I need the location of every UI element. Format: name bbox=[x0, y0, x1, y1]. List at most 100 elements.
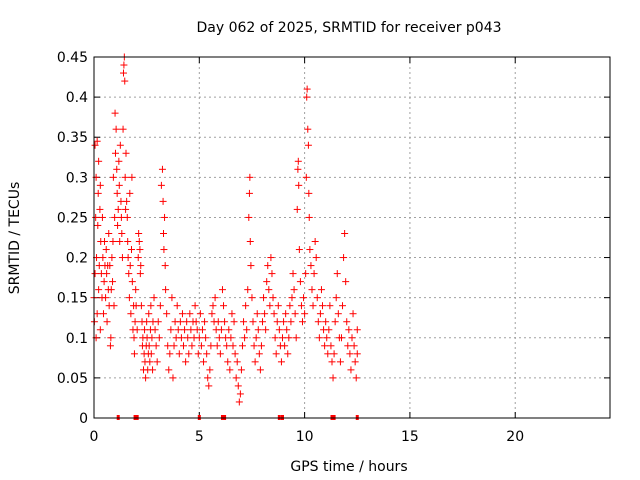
data-point bbox=[224, 358, 232, 366]
data-point bbox=[269, 294, 277, 302]
data-point bbox=[123, 213, 131, 221]
data-point bbox=[211, 294, 219, 302]
data-point bbox=[137, 302, 145, 310]
data-point bbox=[270, 310, 278, 318]
data-point bbox=[108, 254, 116, 262]
data-point bbox=[329, 374, 337, 382]
data-point bbox=[294, 157, 302, 165]
data-point bbox=[325, 326, 333, 334]
data-point bbox=[105, 229, 113, 237]
data-point bbox=[308, 286, 316, 294]
data-point bbox=[185, 350, 193, 358]
data-point bbox=[247, 262, 255, 270]
data-point bbox=[302, 173, 310, 181]
data-point bbox=[149, 366, 157, 374]
data-point bbox=[137, 262, 145, 270]
data-point bbox=[310, 270, 318, 278]
data-point bbox=[273, 318, 281, 326]
data-point bbox=[316, 310, 324, 318]
data-point bbox=[143, 318, 151, 326]
x-tick-label: 10 bbox=[296, 429, 314, 445]
data-point bbox=[336, 358, 344, 366]
data-point bbox=[346, 350, 354, 358]
data-point bbox=[275, 326, 283, 334]
data-point bbox=[110, 302, 118, 310]
x-tick-labels: 0 5 10 15 20 bbox=[90, 429, 525, 445]
data-point bbox=[102, 294, 110, 302]
data-point bbox=[296, 278, 304, 286]
data-point bbox=[136, 246, 144, 254]
data-point bbox=[201, 318, 209, 326]
data-point bbox=[266, 302, 274, 310]
data-point bbox=[352, 374, 360, 382]
data-point bbox=[111, 149, 119, 157]
data-point bbox=[209, 302, 217, 310]
data-point bbox=[94, 189, 102, 197]
data-point bbox=[207, 342, 215, 350]
data-point bbox=[339, 302, 347, 310]
data-point bbox=[119, 69, 127, 77]
data-point bbox=[175, 350, 183, 358]
data-point bbox=[154, 318, 162, 326]
data-point bbox=[98, 213, 106, 221]
data-point bbox=[112, 125, 120, 133]
data-point bbox=[353, 350, 361, 358]
data-point bbox=[121, 77, 129, 85]
data-point bbox=[344, 342, 352, 350]
data-point bbox=[135, 238, 143, 246]
data-point bbox=[107, 334, 115, 342]
y-tick-labels: 0 0.05 0.1 0.15 0.2 0.25 0.3 0.35 0.4 0.45 bbox=[57, 50, 88, 427]
y-tick-label: 0.4 bbox=[66, 90, 88, 106]
x-tick-label: 0 bbox=[90, 429, 99, 445]
data-point bbox=[304, 125, 312, 133]
data-point bbox=[307, 262, 315, 270]
data-point bbox=[206, 366, 214, 374]
data-point bbox=[327, 342, 335, 350]
data-point bbox=[115, 157, 123, 165]
data-point bbox=[304, 141, 312, 149]
data-point bbox=[216, 350, 224, 358]
data-point bbox=[271, 334, 279, 342]
data-point bbox=[178, 310, 186, 318]
y-tick-label: 0.3 bbox=[66, 170, 88, 186]
data-point bbox=[114, 221, 122, 229]
data-point bbox=[126, 262, 134, 270]
data-point bbox=[322, 318, 330, 326]
data-point bbox=[116, 141, 124, 149]
data-point bbox=[331, 318, 339, 326]
data-point bbox=[246, 173, 254, 181]
data-point bbox=[284, 350, 292, 358]
data-point bbox=[226, 366, 234, 374]
data-point bbox=[283, 326, 291, 334]
data-point bbox=[297, 302, 305, 310]
data-point bbox=[221, 318, 229, 326]
data-point bbox=[250, 342, 258, 350]
data-point bbox=[113, 189, 121, 197]
data-point bbox=[262, 326, 270, 334]
data-point bbox=[100, 278, 108, 286]
data-point bbox=[119, 125, 127, 133]
data-point bbox=[231, 350, 239, 358]
data-point bbox=[146, 358, 154, 366]
data-point bbox=[246, 238, 254, 246]
data-point bbox=[342, 278, 350, 286]
data-point bbox=[101, 238, 109, 246]
data-point bbox=[319, 302, 327, 310]
data-point bbox=[282, 310, 290, 318]
data-point bbox=[156, 302, 164, 310]
data-point bbox=[91, 270, 99, 278]
y-tick-label: 0.2 bbox=[66, 251, 88, 267]
data-point bbox=[326, 302, 334, 310]
data-point bbox=[347, 366, 355, 374]
data-point bbox=[228, 310, 236, 318]
data-point bbox=[103, 318, 111, 326]
data-point bbox=[333, 270, 341, 278]
data-point bbox=[305, 213, 313, 221]
data-point bbox=[93, 137, 101, 145]
data-point bbox=[182, 358, 190, 366]
data-point bbox=[176, 318, 184, 326]
data-point bbox=[96, 205, 104, 213]
data-point bbox=[99, 310, 107, 318]
data-point bbox=[192, 318, 200, 326]
data-point bbox=[157, 181, 165, 189]
